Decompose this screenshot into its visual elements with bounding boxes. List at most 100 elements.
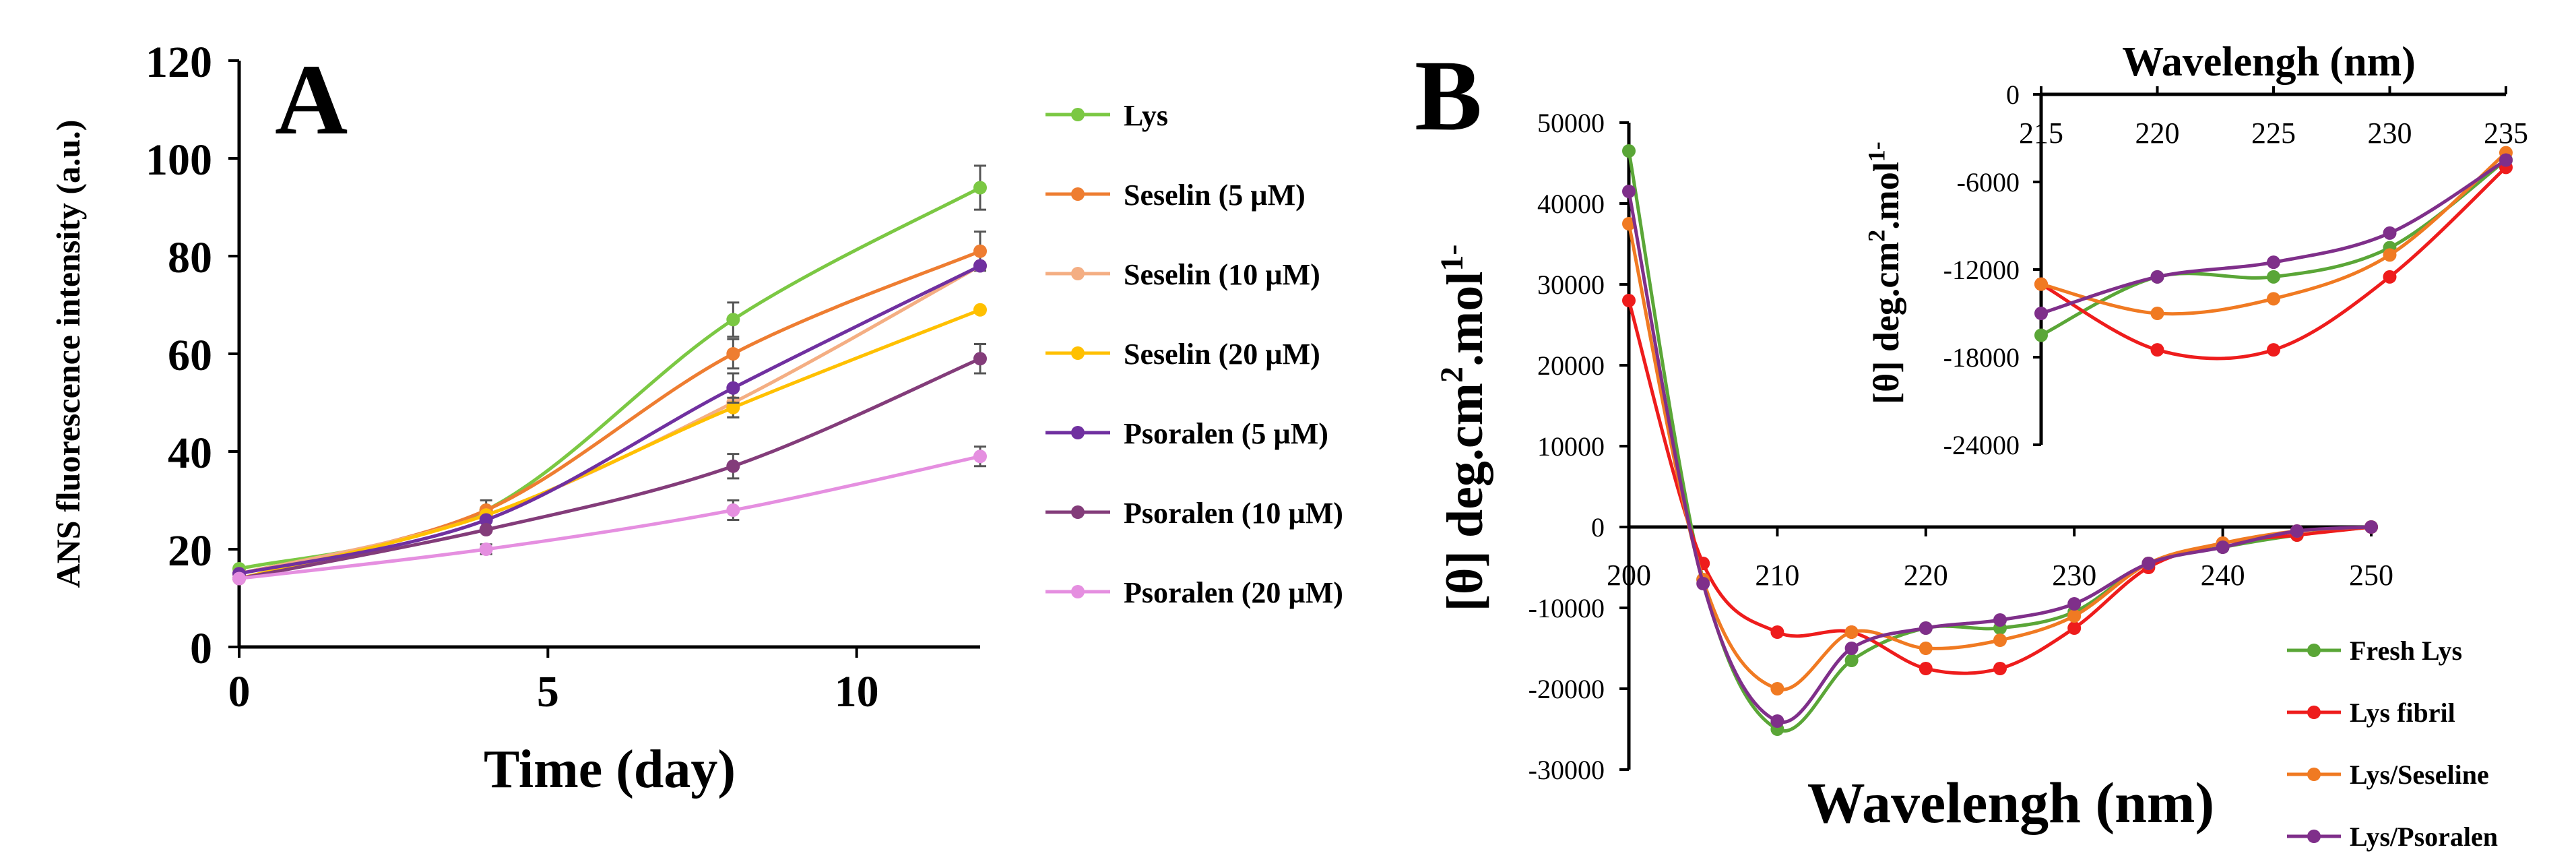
- x-axis-title: Wavelengh (nm): [1807, 770, 2214, 835]
- legend-marker: [1071, 505, 1085, 519]
- y-axis-title: [θ] deg.cm2.mol1-: [1863, 142, 1906, 404]
- y-tick-label: 0: [2006, 80, 2020, 110]
- x-tick-label: 230: [2052, 559, 2096, 592]
- legend-marker: [2307, 830, 2321, 843]
- series-line: [238, 264, 981, 576]
- data-point: [2067, 609, 2082, 623]
- data-point: [1993, 613, 2007, 627]
- x-axis-title: Wavelengh (nm): [2122, 39, 2416, 85]
- y-tick-label: 30000: [1537, 270, 1605, 300]
- data-point: [973, 352, 987, 366]
- data-point: [2383, 270, 2397, 284]
- data-point: [2067, 597, 2082, 611]
- data-point: [726, 313, 740, 327]
- y-tick-label: -30000: [1528, 755, 1605, 785]
- legend-entry: Lys/Seseline: [2350, 760, 2489, 790]
- data-point: [1844, 642, 1859, 655]
- data-point: [2364, 520, 2378, 534]
- y-tick-label: -10000: [1528, 593, 1605, 623]
- data-point: [232, 571, 246, 586]
- data-point: [2216, 540, 2230, 554]
- data-point: [2267, 270, 2280, 284]
- data-point: [726, 459, 740, 473]
- data-point: [2499, 153, 2513, 167]
- legend-entry: Seselin (5 µM): [1124, 179, 1306, 212]
- y-axis-title: [θ] deg.cm2.mol1-: [1434, 245, 1493, 612]
- data-point: [2067, 621, 2082, 635]
- series-line: [238, 249, 981, 576]
- legend-marker: [2307, 706, 2321, 719]
- x-tick-label: 210: [1755, 559, 1799, 592]
- panel-b-inset: 0 -6000 -12000 -18000 -24000 215 220 225 230 235 W…: [1863, 39, 2528, 460]
- y-tick-label: 20000: [1537, 350, 1605, 381]
- y-tick-label: 0: [1591, 512, 1605, 542]
- data-point: [479, 523, 493, 536]
- data-point: [973, 450, 987, 464]
- legend-entry: Lys: [1124, 99, 1168, 132]
- data-point: [1844, 625, 1859, 639]
- data-point: [1622, 217, 1636, 230]
- data-point: [973, 244, 987, 258]
- legend-marker: [1071, 267, 1085, 280]
- x-tick-label: 225: [2251, 117, 2296, 150]
- data-point: [2034, 307, 2048, 320]
- x-tick-label: 200: [1607, 559, 1651, 592]
- legend-entry: Seselin (20 µM): [1124, 338, 1320, 371]
- legend-entry: Psoralen (20 µM): [1124, 576, 1343, 609]
- data-point: [2150, 270, 2164, 284]
- data-point: [2034, 277, 2048, 291]
- x-tick-label: 10: [835, 667, 879, 716]
- y-tick-label: 120: [146, 38, 212, 87]
- panel-a: 0 20 40 60 80 100 120 0 5 10 Time (day) ANS fluores…: [49, 38, 1343, 799]
- data-point: [726, 381, 740, 395]
- legend-entry: Lys fibril: [2350, 698, 2455, 728]
- data-point: [1622, 144, 1636, 158]
- data-point: [726, 503, 740, 517]
- data-point: [479, 542, 493, 556]
- data-point: [973, 259, 987, 273]
- legend-marker: [1071, 187, 1085, 201]
- y-tick-label: 40: [168, 429, 212, 478]
- data-point: [2383, 226, 2397, 240]
- y-tick-label: -24000: [1943, 430, 2020, 460]
- y-tick-label: 100: [146, 135, 212, 185]
- legend-entry: Lys/Psoralen: [2350, 822, 2498, 852]
- series-line: [238, 186, 981, 571]
- data-point: [1770, 625, 1784, 639]
- x-tick-label: 240: [2201, 559, 2245, 592]
- y-tick-label: 80: [168, 233, 212, 282]
- data-point: [479, 513, 493, 527]
- legend-entry: Psoralen (5 µM): [1124, 417, 1328, 450]
- y-tick-label: 40000: [1537, 189, 1605, 219]
- y-tick-label: 0: [190, 624, 212, 673]
- legend-entry: Seselin (10 µM): [1124, 258, 1320, 291]
- y-tick-label: 20: [168, 526, 212, 576]
- data-point: [973, 181, 987, 195]
- x-tick-label: 250: [2349, 559, 2393, 592]
- data-point: [2383, 248, 2397, 262]
- data-point: [1622, 185, 1636, 198]
- data-point: [1622, 294, 1636, 307]
- legend-marker: [2307, 768, 2321, 781]
- data-point: [1919, 642, 1933, 655]
- data-point: [1993, 662, 2007, 675]
- data-point: [2142, 557, 2156, 570]
- series-line: [2040, 158, 2507, 337]
- legend-entry: Psoralen (10 µM): [1124, 497, 1343, 530]
- data-point: [973, 303, 987, 317]
- data-point: [2267, 343, 2280, 357]
- x-tick-label: 215: [2019, 117, 2063, 150]
- panel-b: -30000 -20000 -10000 0 10000 20000 30000 40000 5…: [1434, 108, 2498, 852]
- x-axis-title: Time (day): [484, 740, 736, 799]
- series-line: [238, 454, 981, 580]
- data-point: [2267, 292, 2280, 306]
- x-tick-label: 220: [2135, 117, 2180, 150]
- series-line: [238, 357, 981, 580]
- y-tick-label: -20000: [1528, 674, 1605, 704]
- y-tick-label: 10000: [1537, 431, 1605, 462]
- data-point: [2290, 524, 2304, 538]
- data-point: [2034, 328, 2048, 342]
- panel-label-b: B: [1415, 40, 1482, 152]
- data-point: [1844, 654, 1859, 667]
